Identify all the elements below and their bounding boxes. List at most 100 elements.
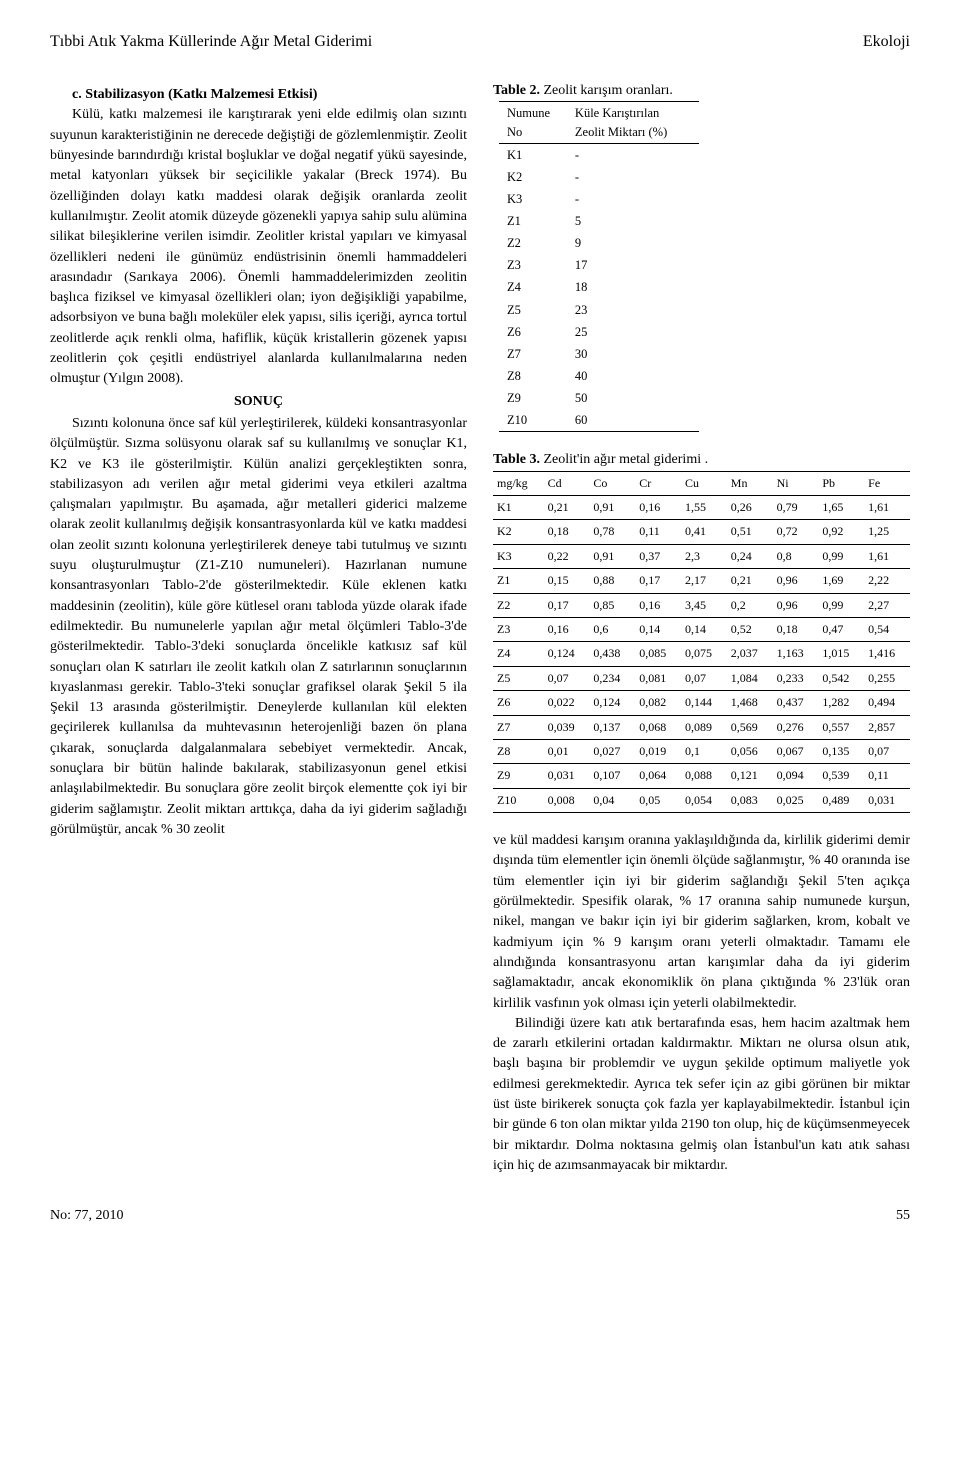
table3-cell: 2,3 bbox=[681, 544, 727, 568]
table3-cell: 0,081 bbox=[635, 666, 681, 690]
table3-cell: K2 bbox=[493, 520, 544, 544]
table3-cell: 0,6 bbox=[589, 618, 635, 642]
running-title-left: Tıbbi Atık Yakma Küllerinde Ağır Metal G… bbox=[50, 30, 372, 53]
table3-header-cell: Cr bbox=[635, 471, 681, 495]
table3-cell: 2,857 bbox=[864, 715, 910, 739]
para-3: ve kül maddesi karışım oranına yaklaşıld… bbox=[493, 831, 910, 1014]
table3-cell: Z3 bbox=[493, 618, 544, 642]
table3-cell: 0,082 bbox=[635, 691, 681, 715]
table-row: Z100,0080,040,050,0540,0830,0250,4890,03… bbox=[493, 788, 910, 812]
table-row: Z29 bbox=[499, 232, 699, 254]
table3-cell: 1,163 bbox=[773, 642, 819, 666]
table3-cell: 1,25 bbox=[864, 520, 910, 544]
table3-cell: 1,65 bbox=[818, 496, 864, 520]
content-columns: c. Stabilizasyon (Katkı Malzemesi Etkisi… bbox=[50, 81, 910, 1176]
table3-cell: 0,15 bbox=[544, 569, 590, 593]
table3-cell: 0,075 bbox=[681, 642, 727, 666]
table3-cell: 0,96 bbox=[773, 569, 819, 593]
table3-header-cell: Co bbox=[589, 471, 635, 495]
table2-cell: Z1 bbox=[499, 210, 567, 232]
table3-caption-rest: Zeolit'in ağır metal giderimi . bbox=[540, 452, 708, 467]
table2-cell: Z10 bbox=[499, 409, 567, 432]
table3-cell: 0,8 bbox=[773, 544, 819, 568]
table3-cell: 0,438 bbox=[589, 642, 635, 666]
table3-cell: 0,135 bbox=[818, 739, 864, 763]
footer-page-number: 55 bbox=[896, 1206, 910, 1226]
table-row: Z418 bbox=[499, 276, 699, 298]
table-row: K2- bbox=[499, 166, 699, 188]
table3-cell: 0,027 bbox=[589, 739, 635, 763]
table-row: Z20,170,850,163,450,20,960,992,27 bbox=[493, 593, 910, 617]
table3-cell: 0,107 bbox=[589, 764, 635, 788]
table3-cell: 0,539 bbox=[818, 764, 864, 788]
table3-cell: Z1 bbox=[493, 569, 544, 593]
table3-header-cell: mg/kg bbox=[493, 471, 544, 495]
table3-cell: 1,61 bbox=[864, 544, 910, 568]
table2-cell: 30 bbox=[567, 343, 699, 365]
table2-cell: 40 bbox=[567, 365, 699, 387]
running-title-right: Ekoloji bbox=[863, 30, 910, 53]
table3-cell: 0,16 bbox=[544, 618, 590, 642]
table3-cell: 0,557 bbox=[818, 715, 864, 739]
table2-cell: Z7 bbox=[499, 343, 567, 365]
table-row: Z1060 bbox=[499, 409, 699, 432]
table3-cell: 2,17 bbox=[681, 569, 727, 593]
table3-cell: 0,089 bbox=[681, 715, 727, 739]
table2-cell: - bbox=[567, 166, 699, 188]
table-row: Z625 bbox=[499, 321, 699, 343]
table3-header-cell: Mn bbox=[727, 471, 773, 495]
table3-cell: 0,094 bbox=[773, 764, 819, 788]
table3-cell: Z8 bbox=[493, 739, 544, 763]
table3-cell: 0,494 bbox=[864, 691, 910, 715]
table3-cell: 0,54 bbox=[864, 618, 910, 642]
table2-cell: 5 bbox=[567, 210, 699, 232]
table-row: K20,180,780,110,410,510,720,921,25 bbox=[493, 520, 910, 544]
table3-cell: 0,11 bbox=[864, 764, 910, 788]
table3-cell: 0,008 bbox=[544, 788, 590, 812]
table3-cell: 0,137 bbox=[589, 715, 635, 739]
table3-cell: 0,07 bbox=[544, 666, 590, 690]
table2-caption-bold: Table 2. bbox=[493, 83, 540, 98]
table2-cell: K1 bbox=[499, 143, 567, 166]
table3-cell: 0,437 bbox=[773, 691, 819, 715]
table3-cell: 1,084 bbox=[727, 666, 773, 690]
table2-cell: 23 bbox=[567, 299, 699, 321]
table3-header-cell: Fe bbox=[864, 471, 910, 495]
table3-cell: 0,51 bbox=[727, 520, 773, 544]
table3-cell: 1,55 bbox=[681, 496, 727, 520]
table-row: Z50,070,2340,0810,071,0840,2330,5420,255 bbox=[493, 666, 910, 690]
table2-caption-rest: Zeolit karışım oranları. bbox=[540, 83, 673, 98]
table3-cell: 0,26 bbox=[727, 496, 773, 520]
table3-cell: K1 bbox=[493, 496, 544, 520]
table2-cell: 9 bbox=[567, 232, 699, 254]
table3-cell: 0,276 bbox=[773, 715, 819, 739]
table3-cell: 0,91 bbox=[589, 544, 635, 568]
table3-cell: 0,088 bbox=[681, 764, 727, 788]
table2-cell: K3 bbox=[499, 188, 567, 210]
table3-cell: 0,067 bbox=[773, 739, 819, 763]
table2-cell: 18 bbox=[567, 276, 699, 298]
table3-caption-bold: Table 3. bbox=[493, 452, 540, 467]
table3-cell: 0,37 bbox=[635, 544, 681, 568]
table3-header-cell: Pb bbox=[818, 471, 864, 495]
table-2: Numune NoKüle Karıştırılan Zeolit Miktar… bbox=[499, 101, 699, 432]
table3-cell: 0,07 bbox=[864, 739, 910, 763]
table2-cell: - bbox=[567, 143, 699, 166]
table3-cell: 0,16 bbox=[635, 496, 681, 520]
table2-cell: 17 bbox=[567, 254, 699, 276]
table3-cell: 0,92 bbox=[818, 520, 864, 544]
table3-cell: 1,015 bbox=[818, 642, 864, 666]
table3-cell: 0,14 bbox=[681, 618, 727, 642]
table-row: Z950 bbox=[499, 387, 699, 409]
table3-cell: 0,025 bbox=[773, 788, 819, 812]
table3-header-cell: Cd bbox=[544, 471, 590, 495]
table3-cell: 0,083 bbox=[727, 788, 773, 812]
para-2: Sızıntı kolonuna önce saf kül yerleştiri… bbox=[50, 414, 467, 840]
table3-cell: 0,2 bbox=[727, 593, 773, 617]
table2-cell: 25 bbox=[567, 321, 699, 343]
table3-cell: 2,27 bbox=[864, 593, 910, 617]
table3-cell: 0,85 bbox=[589, 593, 635, 617]
table2-cell: 50 bbox=[567, 387, 699, 409]
table3-cell: 3,45 bbox=[681, 593, 727, 617]
table3-cell: 0,52 bbox=[727, 618, 773, 642]
